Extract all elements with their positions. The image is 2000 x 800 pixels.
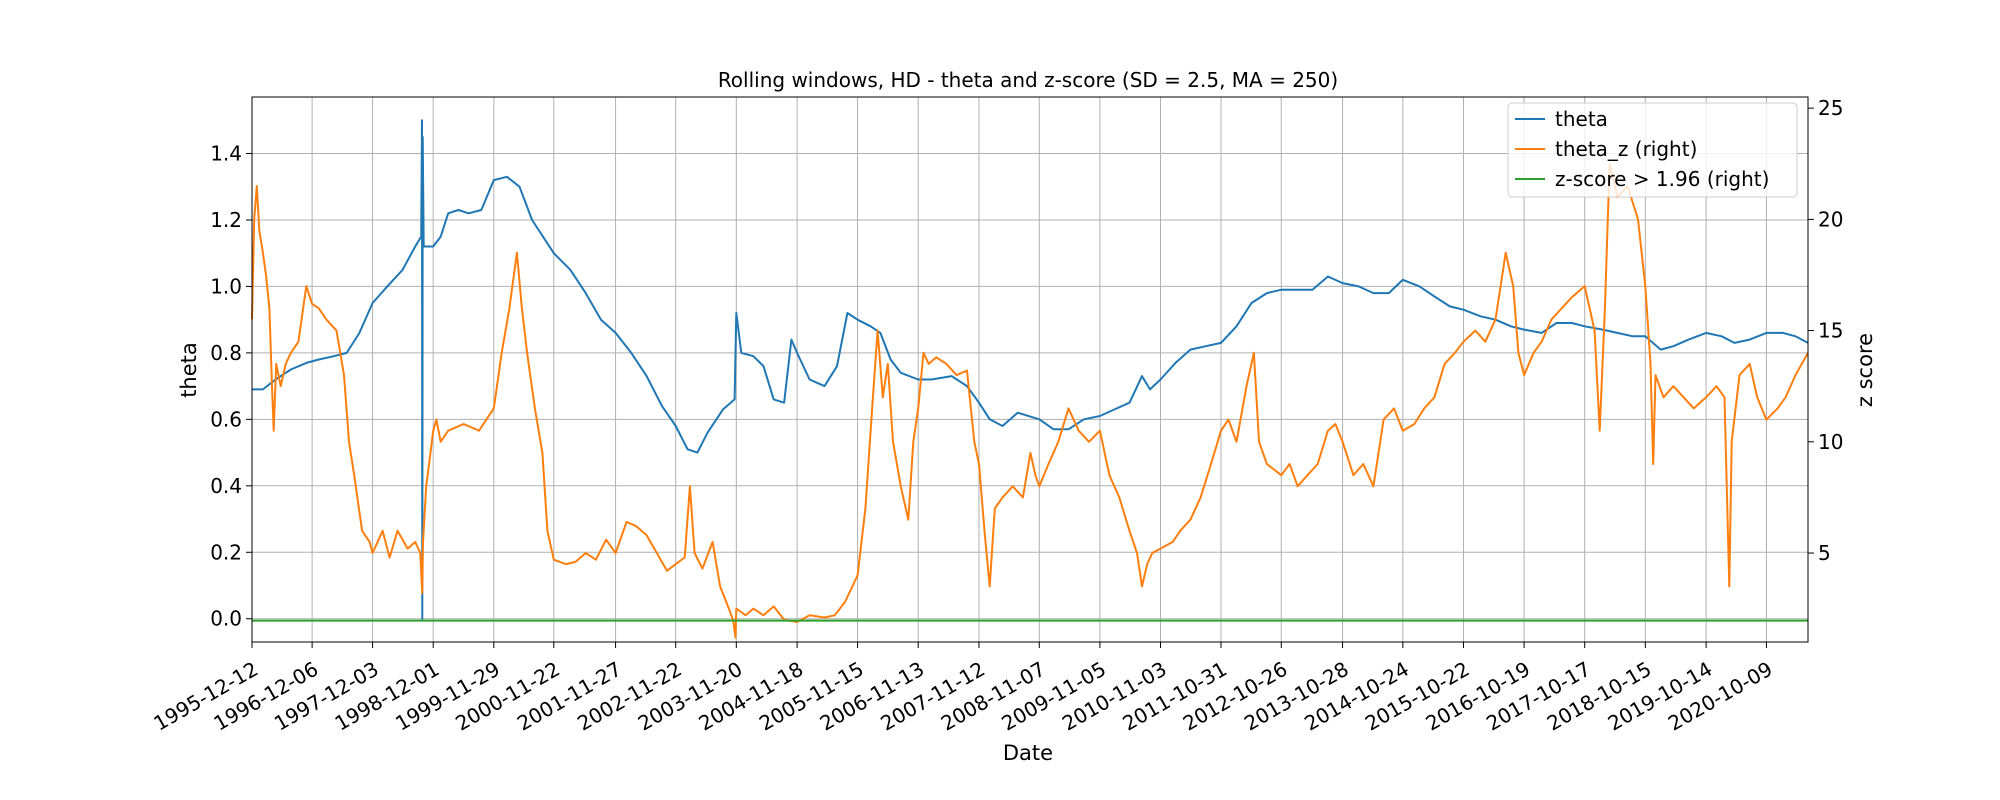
right-axis-ticks: 5 10 15 20 25 [1808, 96, 1843, 565]
legend-frame [1507, 102, 1798, 198]
left-tick-label: 1.2 [210, 208, 242, 232]
chart-title: Rolling windows, HD - theta and z-score … [718, 68, 1338, 92]
grid-lines [251, 97, 1808, 642]
series-layer [251, 119, 1809, 639]
right-tick-label: 25 [1818, 96, 1843, 120]
left-tick-label: 0.4 [210, 474, 242, 498]
left-tick-label: 0.2 [210, 540, 242, 564]
left-tick-label: 0.0 [210, 607, 242, 631]
right-axis-label: z score [1853, 333, 1877, 407]
legend-label-z-threshold: z-score > 1.96 (right) [1555, 167, 1769, 191]
legend-label-theta: theta [1555, 107, 1608, 131]
plot-area-frame [251, 96, 1809, 643]
legend-label-theta-z: theta_z (right) [1555, 137, 1697, 161]
right-tick-label: 5 [1818, 541, 1831, 565]
x-axis-label: Date [1003, 741, 1053, 765]
right-tick-label: 10 [1818, 430, 1843, 454]
left-axis-label: theta [177, 342, 201, 398]
left-axis-ticks: 0.0 0.2 0.4 0.6 0.8 1.0 1.2 1.4 [210, 141, 252, 631]
left-tick-label: 1.0 [210, 274, 242, 298]
left-tick-label: 1.4 [210, 141, 242, 165]
series-line-theta [252, 119, 1809, 620]
left-tick-label: 0.6 [210, 407, 242, 431]
left-tick-label: 0.8 [210, 341, 242, 365]
right-tick-label: 20 [1818, 207, 1843, 231]
right-tick-label: 15 [1818, 319, 1843, 343]
series-line-theta-z-right [251, 162, 1809, 639]
legend: theta theta_z (right) z-score > 1.96 (ri… [1507, 102, 1798, 198]
